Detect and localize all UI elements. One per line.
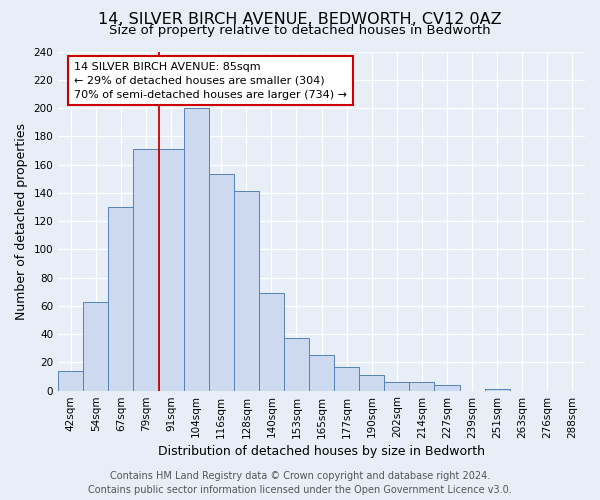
Bar [58,371,83,390]
Bar [109,207,133,390]
X-axis label: Distribution of detached houses by size in Bedworth: Distribution of detached houses by size … [158,444,485,458]
Bar [409,382,434,390]
Y-axis label: Number of detached properties: Number of detached properties [15,122,28,320]
Bar [234,192,259,390]
Bar [184,108,209,391]
Bar [485,389,510,390]
Bar [158,149,184,390]
Bar [133,149,158,390]
Bar [309,355,334,390]
Bar [359,375,385,390]
Bar [83,302,109,390]
Text: Size of property relative to detached houses in Bedworth: Size of property relative to detached ho… [109,24,491,37]
Bar [284,338,309,390]
Text: 14, SILVER BIRCH AVENUE, BEDWORTH, CV12 0AZ: 14, SILVER BIRCH AVENUE, BEDWORTH, CV12 … [98,12,502,28]
Bar [259,293,284,390]
Text: 14 SILVER BIRCH AVENUE: 85sqm
← 29% of detached houses are smaller (304)
70% of : 14 SILVER BIRCH AVENUE: 85sqm ← 29% of d… [74,62,347,100]
Bar [385,382,409,390]
Bar [334,366,359,390]
Bar [209,174,234,390]
Bar [434,385,460,390]
Text: Contains HM Land Registry data © Crown copyright and database right 2024.
Contai: Contains HM Land Registry data © Crown c… [88,471,512,495]
